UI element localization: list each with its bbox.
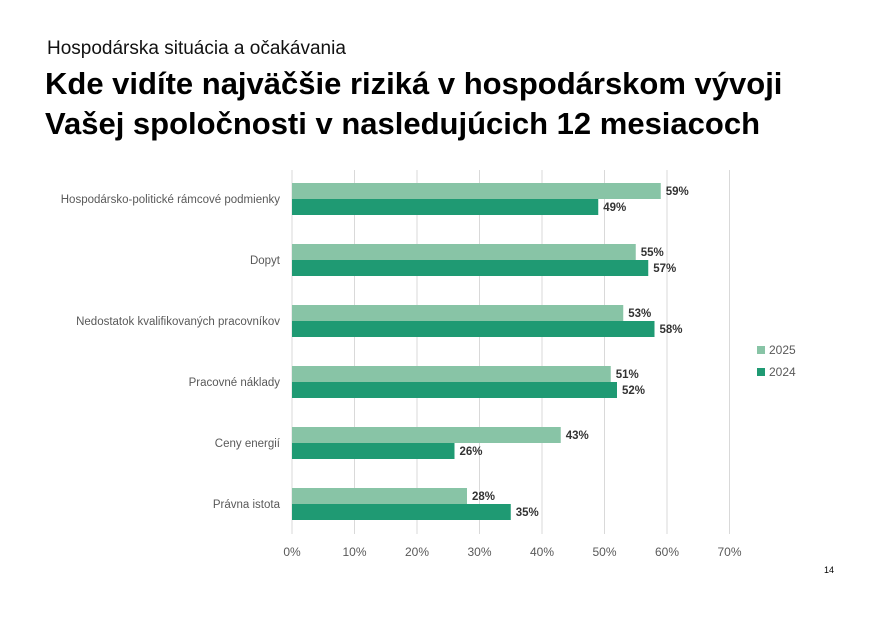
category-label: Dopyt xyxy=(250,255,281,267)
x-tick-label: 10% xyxy=(342,545,366,559)
data-label: 58% xyxy=(660,324,683,336)
bar-2024 xyxy=(292,504,511,520)
data-label: 59% xyxy=(666,186,689,198)
labels-layer: 0% 10% 20% 30% 40% 50% 60% 70% Hospodársko-polit… xyxy=(61,186,742,559)
bar-2025 xyxy=(292,244,636,260)
x-tick-label: 30% xyxy=(467,545,491,559)
data-label: 52% xyxy=(622,385,645,397)
bar-2025 xyxy=(292,488,467,504)
bar-2025 xyxy=(292,305,624,321)
legend-label: 2025 xyxy=(769,343,796,357)
category-label: Pracovné náklady xyxy=(189,377,281,389)
chart-title-line-1: Kde vidíte najväčšie riziká v hospodársk… xyxy=(45,66,783,101)
data-label: 53% xyxy=(628,308,651,320)
bar-2024 xyxy=(292,199,599,215)
chart-title: Kde vidíte najväčšie riziká v hospodársk… xyxy=(45,64,865,144)
category-label: Ceny energií xyxy=(215,438,281,450)
data-label: 28% xyxy=(472,491,495,503)
x-tick-label: 60% xyxy=(655,545,679,559)
legend-label: 2024 xyxy=(769,365,796,379)
category-label: Nedostatok kvalifikovaných pracovníkov xyxy=(76,316,280,328)
data-label: 55% xyxy=(641,247,664,259)
category-label: Hospodársko-politické rámcové podmienky xyxy=(61,194,280,206)
category-label: Právna istota xyxy=(213,499,281,511)
chart-title-line-2: Vašej spoločnosti v nasledujúcich 12 mes… xyxy=(45,106,761,141)
legend: 2025 2024 xyxy=(757,343,796,379)
legend-swatch-2025 xyxy=(757,346,765,354)
legend-swatch-2024 xyxy=(757,368,765,376)
bar-2025 xyxy=(292,427,561,443)
bar-2025 xyxy=(292,183,661,199)
x-tick-label: 70% xyxy=(717,545,741,559)
x-tick-label: 20% xyxy=(405,545,429,559)
x-tick-label: 0% xyxy=(283,545,301,559)
data-label: 51% xyxy=(616,369,639,381)
data-label: 35% xyxy=(516,507,539,519)
page-number: 14 xyxy=(824,565,835,575)
bar-2025 xyxy=(292,366,611,382)
x-tick-label: 40% xyxy=(530,545,554,559)
bars-layer xyxy=(292,183,661,520)
bar-2024 xyxy=(292,321,655,337)
data-label: 26% xyxy=(460,446,483,458)
data-label: 43% xyxy=(566,430,589,442)
x-tick-label: 50% xyxy=(592,545,616,559)
bar-2024 xyxy=(292,382,617,398)
grid-layer xyxy=(291,170,730,534)
data-label: 57% xyxy=(653,263,676,275)
data-label: 49% xyxy=(603,202,626,214)
bar-2024 xyxy=(292,443,455,459)
chart-subtitle: Hospodárska situácia a očakávania xyxy=(47,38,346,59)
bar-2024 xyxy=(292,260,649,276)
